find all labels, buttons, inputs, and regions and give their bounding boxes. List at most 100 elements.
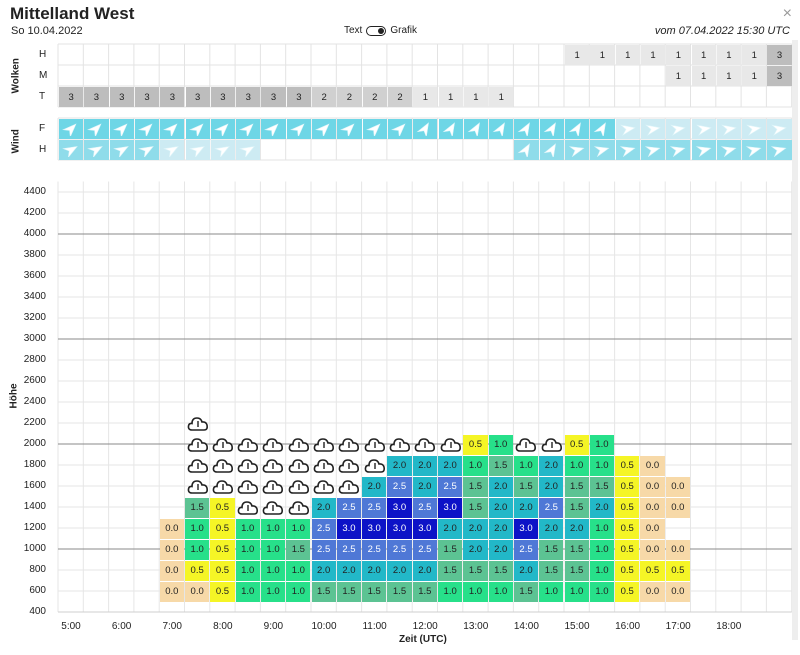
- cloud-row-label: T: [39, 91, 46, 102]
- y-tick-label: 4200: [23, 207, 46, 218]
- thermal-cell: 1.5: [513, 476, 539, 497]
- thermal-cell: 1.0: [589, 581, 615, 602]
- cloud-icon: [263, 480, 284, 494]
- thermal-cell: 3.0: [362, 518, 387, 539]
- cloud-icon: [440, 438, 461, 452]
- y-tick-label: 2200: [23, 417, 46, 428]
- thermal-cell: 2.0: [438, 518, 463, 539]
- thermal-cell: 2.5: [412, 497, 437, 518]
- thermal-cell: 0.5: [615, 518, 640, 539]
- thermal-cell: 0.5: [615, 476, 640, 497]
- cloud-icon: [313, 459, 334, 473]
- cloud-icon: [541, 438, 562, 452]
- thermal-cell: 1.0: [286, 560, 311, 581]
- cloud-icon: [516, 438, 537, 452]
- toggle-knob: [378, 27, 385, 34]
- y-tick-label: 1800: [23, 459, 46, 470]
- cloud-icon: [237, 480, 259, 494]
- cloud-cell: 1: [691, 66, 716, 86]
- thermal-cell: 1.0: [589, 434, 615, 455]
- thermal-cell: 0.5: [210, 581, 235, 602]
- thermal-cell: 2.0: [589, 497, 615, 518]
- thermal-cell: 1.5: [387, 581, 412, 602]
- wind-arrow-icon: [670, 146, 686, 157]
- thermal-cell: 2.5: [336, 497, 362, 518]
- wind-arrow-icon: [163, 123, 178, 136]
- toggle-switch[interactable]: [366, 25, 387, 36]
- x-tick-label: 18:00: [716, 621, 742, 632]
- cloud-cell: 1: [413, 87, 438, 107]
- cloud-icon: [237, 459, 259, 473]
- wind-arrow-icon: [543, 143, 556, 157]
- wind-arrow-icon: [492, 122, 506, 136]
- y-tick-label: 600: [29, 585, 46, 596]
- thermal-cell: 0.0: [640, 539, 665, 560]
- wind-arrow-icon: [416, 122, 430, 136]
- cloud-cell: 1: [691, 45, 716, 65]
- thermal-cell: 1.0: [260, 581, 286, 602]
- cloud-cell: 3: [210, 87, 236, 107]
- thermal-cell: 1.0: [185, 539, 210, 560]
- thermal-cell: 1.5: [286, 539, 311, 560]
- x-tick-label: 10:00: [311, 621, 337, 632]
- thermal-cell: 2.5: [412, 539, 437, 560]
- cloud-cell: 1: [489, 87, 514, 107]
- cloud-icon: [237, 438, 259, 452]
- close-icon[interactable]: ×: [782, 5, 792, 22]
- thermal-cell: 2.5: [311, 518, 336, 539]
- wind-arrow-icon: [619, 124, 636, 136]
- y-tick-label: 4000: [23, 228, 46, 239]
- wind-arrow-icon: [695, 146, 712, 157]
- x-tick-label: 7:00: [162, 621, 182, 632]
- thermal-cell: 2.0: [311, 560, 336, 581]
- wind-arrow-icon: [390, 123, 406, 136]
- thermal-cell: 0.5: [210, 560, 235, 581]
- y-tick-label: 1600: [23, 480, 46, 491]
- cloud-icon: [237, 501, 259, 515]
- view-toggle[interactable]: Text Grafik: [344, 25, 417, 36]
- thermal-cell: 1.0: [539, 581, 564, 602]
- thermal-cell: 0.0: [640, 476, 665, 497]
- thermal-cell: 2.0: [412, 455, 437, 476]
- cloud-icon: [288, 501, 309, 515]
- y-tick-label: 3800: [23, 249, 46, 260]
- thermal-cell: 0.5: [640, 560, 665, 581]
- thermal-cell: 2.0: [488, 476, 513, 497]
- thermal-cell: 0.5: [615, 560, 640, 581]
- cloud-icon: [263, 459, 284, 473]
- wind-arrow-icon: [746, 124, 762, 136]
- thermal-cell: 0.5: [210, 518, 235, 539]
- thermal-cell: 0.5: [615, 497, 640, 518]
- wind-arrow-icon: [594, 146, 610, 157]
- wind-arrow-icon: [568, 146, 585, 157]
- cloud-icon: [187, 417, 208, 431]
- thermal-cell: 3.0: [336, 518, 362, 539]
- cloud-cell: 3: [59, 87, 84, 107]
- wind-arrow-icon: [62, 123, 77, 136]
- thermal-cell: 1.5: [539, 560, 564, 581]
- wind-arrow-icon: [720, 124, 737, 136]
- thermal-cell: 2.0: [463, 539, 488, 560]
- cloud-icon: [187, 480, 208, 494]
- y-tick-label: 2600: [23, 375, 46, 386]
- wind-arrow-icon: [670, 124, 686, 136]
- cloud-cell: 3: [160, 87, 185, 107]
- cloud-icon: [187, 438, 208, 452]
- thermal-cell: 2.5: [311, 539, 336, 560]
- thermal-cell: 1.0: [185, 518, 210, 539]
- thermal-cell: 2.5: [438, 476, 463, 497]
- thermal-cell: 2.5: [336, 539, 362, 560]
- thermal-cell: 2.0: [539, 518, 564, 539]
- wind-arrow-icon: [213, 146, 230, 157]
- wind-row-label: F: [39, 123, 46, 134]
- cloud-cell: 1: [716, 45, 742, 65]
- thermal-cell: 1.0: [235, 560, 260, 581]
- thermal-cell: 0.5: [615, 581, 640, 602]
- x-tick-label: 12:00: [412, 621, 438, 632]
- scrollbar[interactable]: [792, 40, 798, 640]
- wind-arrow-icon: [239, 146, 255, 157]
- thermal-cell: 1.0: [235, 518, 260, 539]
- cloud-icon: [313, 480, 334, 494]
- thermal-cell: 1.0: [235, 539, 260, 560]
- cloud-cell: 3: [261, 87, 286, 107]
